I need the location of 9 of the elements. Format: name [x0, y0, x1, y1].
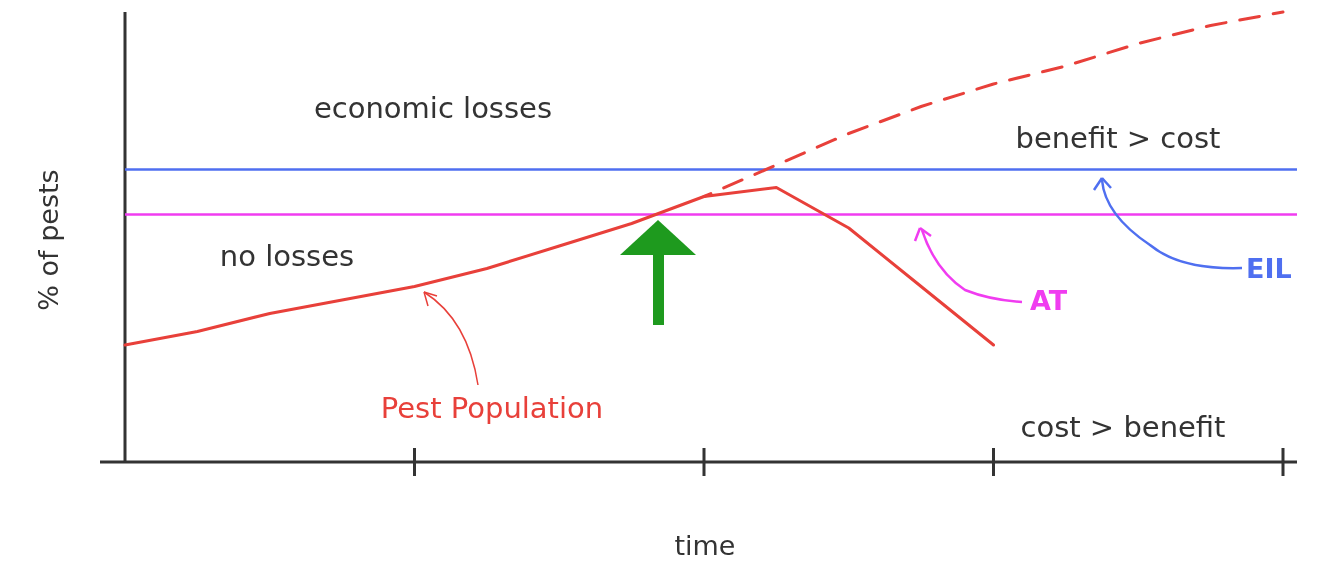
annotation: cost > benefit — [1020, 410, 1226, 444]
annotation: no losses — [219, 239, 355, 273]
annotation: economic losses — [313, 91, 553, 125]
annotation: benefit > cost — [1015, 121, 1221, 155]
y-axis-title: % of pests — [33, 169, 64, 311]
ref-line-label: AT — [1030, 285, 1068, 316]
x-axis-title: time — [674, 530, 736, 561]
ref-line-label: EIL — [1246, 253, 1292, 284]
text: Pest Population — [380, 391, 604, 425]
